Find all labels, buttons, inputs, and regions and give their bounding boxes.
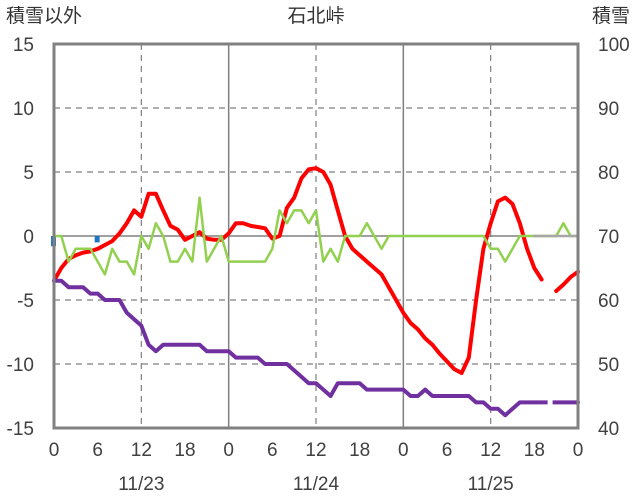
x-tick-label: 18 [349, 440, 370, 461]
x-tick-label: 0 [398, 440, 409, 461]
y-right-tick-label: 50 [598, 355, 619, 376]
date-label: 11/25 [468, 474, 514, 495]
x-tick-label: 0 [223, 440, 234, 461]
y-left-tick-label: -15 [7, 419, 34, 440]
x-tick-label: 6 [442, 440, 453, 461]
y-left-tick-label: 15 [13, 35, 34, 56]
x-tick-label: 0 [573, 440, 584, 461]
x-tick-label: 6 [267, 440, 278, 461]
x-tick-label: 12 [480, 440, 501, 461]
x-tick-label: 6 [92, 440, 103, 461]
left-axis-label: 積雪以外 [6, 5, 82, 27]
date-label: 11/24 [293, 474, 340, 495]
y-right-tick-label: 60 [598, 291, 619, 312]
x-tick-labels: 0 6 12 18 0 6 12 18 0 6 12 18 0 [49, 440, 584, 461]
y-right-tick-label: 70 [598, 227, 619, 248]
y-left-tick-label: 10 [13, 99, 34, 120]
y-left-tick-label: 0 [23, 227, 34, 248]
x-tick-label: 12 [131, 440, 152, 461]
series-line [52, 278, 544, 418]
y-right-tick-label: 90 [598, 99, 619, 120]
y-left-tick-label: -5 [17, 291, 34, 312]
y-right-tick-label: 100 [598, 35, 630, 56]
bar-mark [94, 236, 100, 243]
x-tick-label: 18 [524, 440, 545, 461]
y-right-tick-labels: 100 90 80 70 60 50 40 [598, 35, 630, 440]
y-left-tick-labels: 15 10 5 0 -5 -10 -15 [7, 35, 34, 440]
y-right-tick-label: 40 [598, 419, 619, 440]
date-labels: 11/23 11/24 11/25 [118, 474, 513, 495]
x-tick-label: 0 [49, 440, 60, 461]
date-label: 11/23 [118, 474, 164, 495]
plot-frame [52, 42, 580, 430]
y-left-tick-label: -10 [7, 355, 34, 376]
right-axis-label: 積雪 [592, 5, 630, 27]
y-right-tick-label: 80 [598, 163, 619, 184]
series-line [52, 166, 544, 375]
series-line [52, 196, 580, 276]
x-tick-label: 18 [174, 440, 195, 461]
series-layer [51, 166, 580, 418]
x-tick-label: 12 [305, 440, 326, 461]
y-left-tick-label: 5 [23, 163, 34, 184]
grid [54, 44, 578, 428]
chart-title: 石北峠 [287, 5, 344, 27]
series-line [554, 269, 580, 293]
